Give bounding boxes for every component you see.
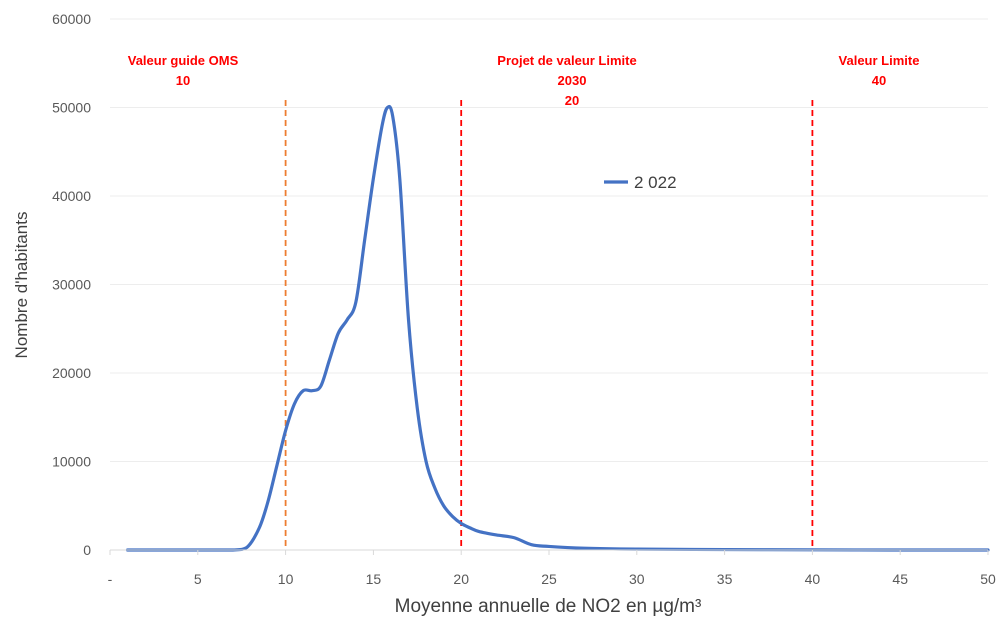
x-tick-label: 40: [805, 571, 821, 587]
axes: 0 10000 20000 30000 40000 50000 60000 - 5 10 15 20 2…: [52, 11, 996, 587]
reference-label-20-line-2: 20: [565, 93, 579, 108]
x-tick-label: 20: [453, 571, 469, 587]
x-tick-label: 30: [629, 571, 645, 587]
y-tick-label: 40000: [52, 188, 91, 204]
x-tick-label: 45: [892, 571, 908, 587]
x-tick-label: 5: [194, 571, 202, 587]
y-tick-label: 10000: [52, 454, 91, 470]
x-tick-label: 35: [717, 571, 733, 587]
reference-label-20-line-1: 2030: [558, 73, 587, 88]
y-tick-label: 30000: [52, 277, 91, 293]
series-line-0: [125, 104, 990, 552]
x-tick-label: 50: [980, 571, 996, 587]
legend: 2 022: [604, 173, 677, 192]
x-tick-label: 15: [366, 571, 382, 587]
series-layer: [125, 104, 990, 552]
y-axis-title: Nombre d'habitants: [12, 212, 31, 359]
reference-label-20-line-0: Projet de valeur Limite: [497, 53, 636, 68]
y-tick-label: 60000: [52, 11, 91, 27]
gridlines: [110, 18, 988, 462]
reference-label-40-line-0: Valeur Limite: [839, 53, 920, 68]
x-tick-label: 25: [541, 571, 557, 587]
x-tick-label: -: [108, 571, 113, 587]
reference-label-10-line-1: 10: [176, 73, 190, 88]
x-tick-label: 10: [278, 571, 294, 587]
legend-entry-label: 2 022: [634, 173, 677, 192]
reference-label-10-line-0: Valeur guide OMS: [128, 53, 239, 68]
y-tick-label: 0: [83, 542, 91, 558]
y-tick-label: 20000: [52, 365, 91, 381]
x-axis-title: Moyenne annuelle de NO2 en µg/m³: [395, 596, 702, 617]
y-tick-label: 50000: [52, 100, 91, 116]
reference-labels: Valeur guide OMS 10 Projet de valeur Limit…: [128, 53, 920, 108]
reference-label-40-line-1: 40: [872, 73, 886, 88]
reference-lines: [284, 100, 814, 550]
